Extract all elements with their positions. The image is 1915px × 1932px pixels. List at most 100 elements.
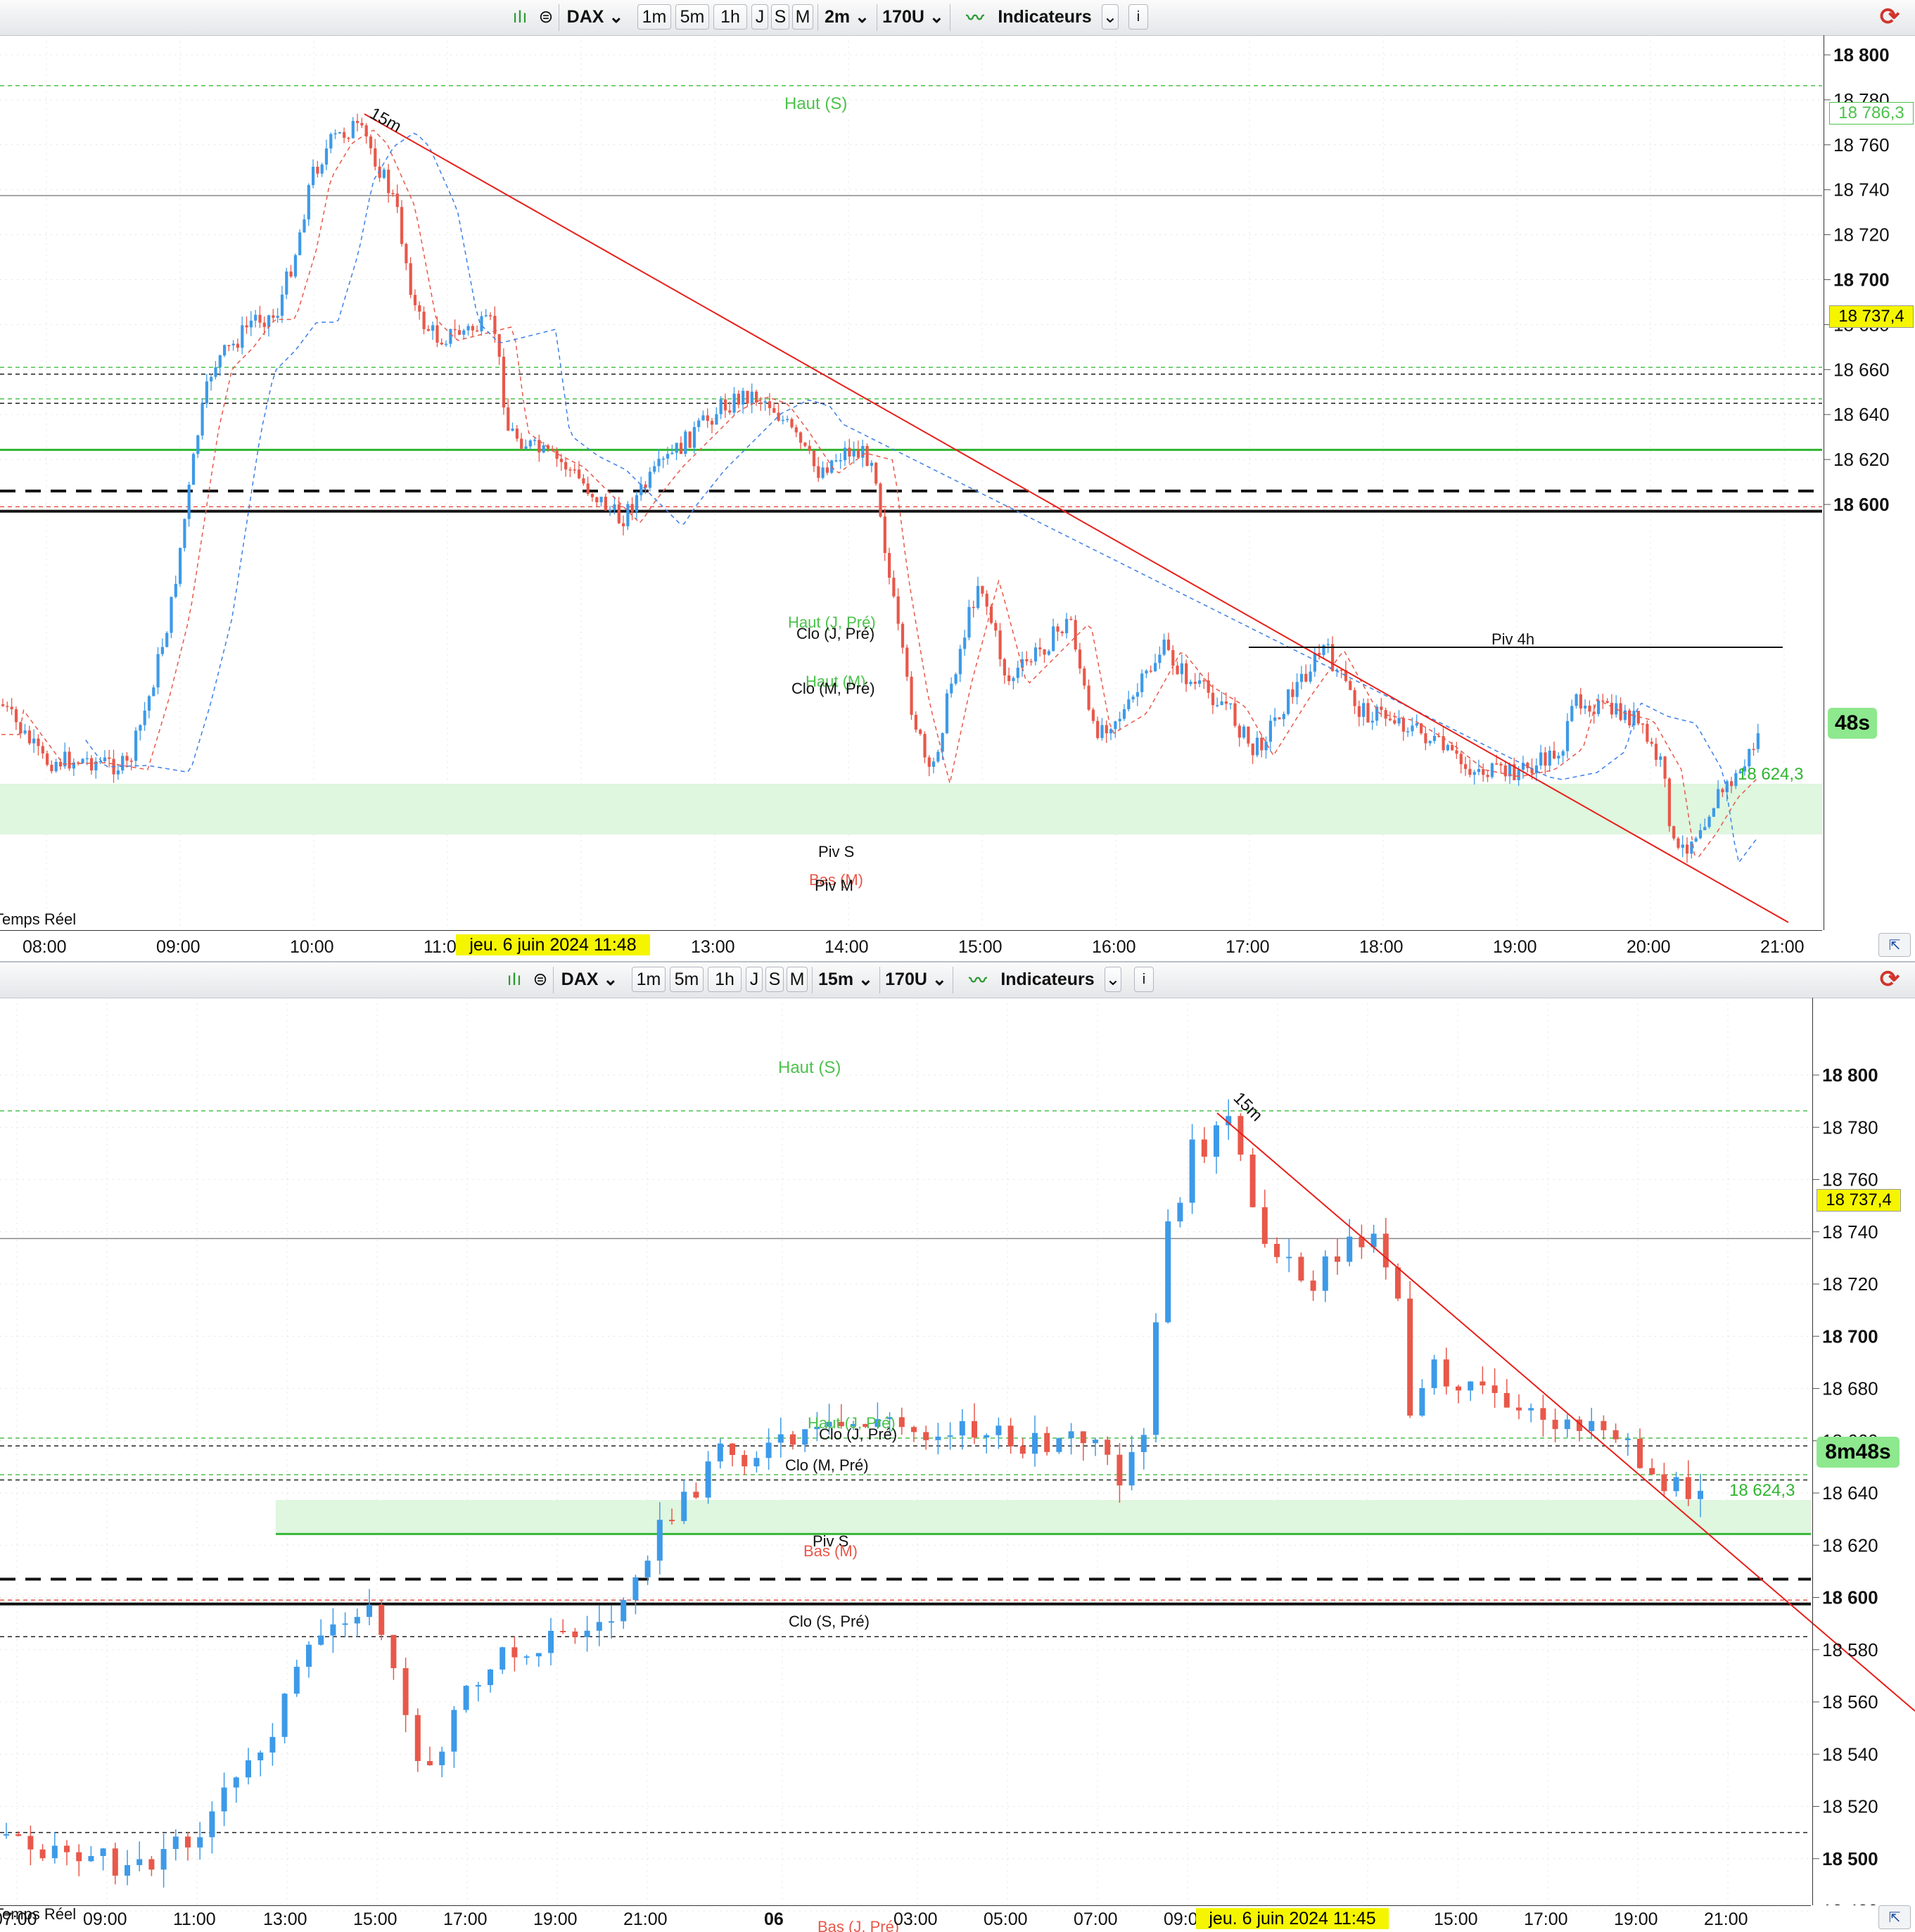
candle-body: [1557, 756, 1560, 759]
time-tick-label: 11:00: [173, 1909, 216, 1929]
period-month-button[interactable]: M: [787, 967, 808, 992]
candle-body: [1274, 1243, 1280, 1257]
price-tick-label: 18 580: [1822, 1639, 1878, 1660]
piv-m-label: Piv M: [815, 877, 853, 894]
period-1h-button[interactable]: 1h: [708, 967, 742, 992]
candle-body: [520, 438, 523, 449]
price-chart-15m[interactable]: 15m Haut (S) Haut (J, Pré) Clo (J, Pré) …: [0, 998, 1915, 1932]
time-tick-label: 09:00: [83, 1909, 127, 1929]
candle-body: [1513, 764, 1516, 780]
candle-body: [46, 753, 49, 765]
info-icon[interactable]: i: [1128, 4, 1148, 30]
indicators-icon[interactable]: 〰: [966, 8, 984, 28]
indicators-dropdown[interactable]: ⌄: [1105, 967, 1121, 992]
period-1m-button[interactable]: 1m: [632, 967, 666, 992]
period-1h-button[interactable]: 1h: [713, 4, 747, 30]
candle-body: [799, 432, 803, 443]
time-tick-label: 19:00: [1614, 1909, 1658, 1929]
time-tick-label: 21:00: [1760, 937, 1805, 957]
period-month-button[interactable]: M: [792, 4, 813, 30]
indicators-button[interactable]: Indicateurs: [998, 6, 1092, 27]
candle-body: [1456, 1386, 1461, 1391]
indicators-dropdown[interactable]: ⌄: [1102, 4, 1119, 30]
candle-body: [1109, 729, 1113, 734]
expand-axis-button[interactable]: ⇱: [1878, 933, 1911, 957]
refresh-icon[interactable]: ⟳: [1879, 966, 1900, 993]
candle-body: [1299, 673, 1304, 682]
candle-body: [959, 1421, 965, 1436]
candle-body: [1304, 673, 1308, 682]
candle-body: [502, 357, 506, 408]
candle-body: [935, 1436, 941, 1440]
timeframe-selector[interactable]: 15m ⌄: [818, 969, 873, 990]
period-week-button[interactable]: S: [765, 967, 784, 992]
candle-body: [257, 1752, 264, 1760]
candle-body: [1694, 838, 1698, 842]
candles-icon[interactable]: ıIı: [512, 6, 528, 27]
period-5m-button[interactable]: 5m: [670, 967, 704, 992]
candle-body: [77, 762, 80, 764]
candle-body: [318, 1635, 324, 1645]
period-day-button[interactable]: J: [751, 4, 768, 30]
candle-body: [191, 454, 196, 485]
candle-body: [293, 1667, 300, 1694]
candle-body: [1068, 1431, 1074, 1439]
candle-body: [1201, 1139, 1207, 1157]
candle-body: [947, 1435, 953, 1437]
candle-body: [941, 733, 944, 752]
candle-body: [1214, 1125, 1219, 1157]
candle-body: [898, 1417, 905, 1428]
bas-day-label: Bas (J, Pré): [817, 1918, 899, 1932]
candle-body: [1140, 1435, 1147, 1452]
units-selector[interactable]: 170U ⌄: [885, 969, 947, 990]
candle-body: [1056, 1438, 1062, 1452]
candles-icon[interactable]: ıIı: [507, 969, 522, 989]
indicators-button[interactable]: Indicateurs: [1000, 969, 1095, 989]
candle-body: [129, 761, 133, 762]
period-5m-button[interactable]: 5m: [675, 4, 709, 30]
candle-body: [1472, 772, 1476, 775]
candle-body: [666, 454, 670, 459]
piv-s-label: Piv S: [818, 843, 854, 860]
time-axis[interactable]: 08:0009:0010:0011:0012:0013:0014:0015:00…: [0, 930, 1915, 960]
candle-body: [715, 414, 718, 425]
candle-body: [1189, 682, 1192, 685]
candle-body: [1180, 663, 1183, 675]
candle-body: [1654, 744, 1658, 760]
time-tick-label: 15:00: [1434, 1909, 1478, 1929]
time-axis[interactable]: 07:00 09:00 11:00 13:00 15:00 17:00 19:00 21:00…: [0, 1905, 1915, 1932]
period-week-button[interactable]: S: [771, 4, 789, 30]
candle-body: [528, 440, 532, 447]
candle-body: [197, 1837, 203, 1848]
candle-body: [1672, 826, 1676, 839]
units-selector[interactable]: 170U ⌄: [882, 6, 944, 27]
link-icon[interactable]: ⊜: [533, 970, 548, 989]
period-1m-button[interactable]: 1m: [637, 4, 671, 30]
expand-axis-button[interactable]: ⇱: [1878, 1905, 1911, 1929]
symbol-selector[interactable]: DAX ⌄: [561, 969, 618, 990]
link-icon[interactable]: ⊜: [538, 7, 554, 27]
candle-body: [1347, 1236, 1353, 1262]
candle-body: [883, 516, 886, 553]
timeframe-selector[interactable]: 2m ⌄: [824, 6, 870, 27]
candle-body: [1287, 689, 1290, 714]
candle-body: [1273, 717, 1277, 721]
indicators-icon[interactable]: 〰: [969, 971, 987, 991]
price-chart-2m[interactable]: 15m Piv 4h Haut (S) Haut (J, Pré) Clo (J…: [0, 35, 1915, 960]
info-icon[interactable]: i: [1134, 967, 1154, 992]
candle-body: [1712, 808, 1715, 817]
chart-panel-2m[interactable]: ıIı ⊜ DAX ⌄ 1m 5m 1h J S M 2m ⌄ 170U ⌄ 〰…: [0, 0, 1915, 960]
candle-body: [560, 1630, 566, 1632]
period-day-button[interactable]: J: [746, 967, 763, 992]
candle-body: [998, 630, 1002, 659]
candle-body: [701, 415, 705, 421]
candle-body: [995, 1425, 1002, 1435]
candle-body: [684, 431, 687, 455]
symbol-selector[interactable]: DAX ⌄: [566, 6, 624, 27]
chart-panel-15m[interactable]: ıIı ⊜ DAX ⌄ 1m 5m 1h J S M 15m ⌄ 170U ⌄ …: [0, 961, 1915, 1932]
candle-body: [125, 1864, 130, 1876]
candle-body: [170, 597, 173, 633]
refresh-icon[interactable]: ⟳: [1879, 4, 1900, 30]
